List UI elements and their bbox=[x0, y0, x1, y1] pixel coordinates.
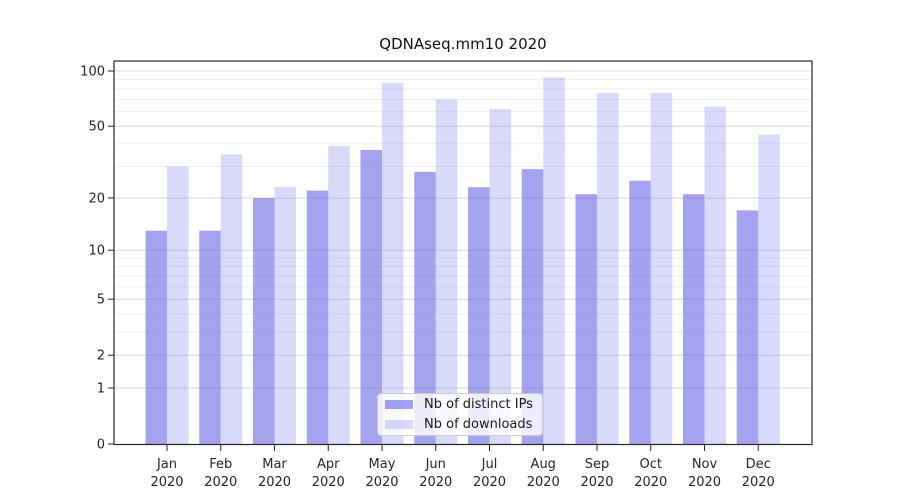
bar-ips-dec bbox=[736, 210, 759, 444]
x-tick-label-aug: Aug 2020 bbox=[527, 457, 560, 490]
bar-downloads-jul bbox=[489, 109, 511, 445]
legend: Nb of distinct IPs Nb of downloads bbox=[377, 393, 543, 436]
y-tick-label-2: 2 bbox=[97, 349, 105, 364]
y-tick-label-1: 1 bbox=[97, 381, 105, 396]
y-tick-label-0: 0 bbox=[97, 438, 105, 453]
chart-title: QDNAseq.mm10 2020 bbox=[379, 35, 547, 53]
x-tick-label-oct: Oct 2020 bbox=[634, 457, 667, 490]
legend-swatch-distinct-ips bbox=[385, 400, 413, 409]
bar-downloads-jan bbox=[167, 166, 189, 444]
bar-ips-jun bbox=[414, 171, 436, 444]
x-tick-label-mar: Mar 2020 bbox=[258, 457, 291, 490]
x-tick-label-jul: Jul 2020 bbox=[473, 457, 506, 490]
plot-frame bbox=[113, 60, 813, 446]
y-tick-label-10: 10 bbox=[88, 244, 105, 259]
y-tick-label-5: 5 bbox=[97, 293, 105, 308]
x-tick-label-jun: Jun 2020 bbox=[419, 457, 452, 490]
bar-downloads-dec bbox=[758, 134, 780, 444]
bar-ips-oct bbox=[629, 180, 651, 444]
legend-item-downloads: Nb of downloads bbox=[385, 415, 542, 435]
y-axis: 0 1 2 5 10 20 50 100 bbox=[80, 65, 114, 453]
legend-swatch-downloads bbox=[385, 420, 413, 429]
bar-ips-feb bbox=[199, 230, 221, 444]
x-tick-label-apr: Apr 2020 bbox=[312, 457, 345, 490]
legend-label-downloads: Nb of downloads bbox=[424, 417, 533, 432]
bar-downloads-nov bbox=[704, 106, 726, 444]
series-distinct-ips bbox=[145, 150, 759, 445]
x-tick-label-dec: Dec 2020 bbox=[742, 457, 775, 490]
bar-downloads-feb bbox=[220, 154, 243, 444]
series-downloads bbox=[167, 77, 780, 445]
x-tick-label-feb: Feb 2020 bbox=[204, 457, 237, 490]
bar-ips-jul bbox=[468, 187, 490, 445]
bar-downloads-mar bbox=[274, 187, 296, 445]
x-axis: Jan 2020 Feb 2020 Mar 2020 Apr 2020 May 2020 Jun 20… bbox=[150, 444, 775, 490]
bar-ips-apr bbox=[306, 190, 329, 444]
bar-ips-sep bbox=[575, 194, 597, 444]
y-tick-label-50: 50 bbox=[88, 120, 105, 135]
x-tick-label-sep: Sep 2020 bbox=[580, 457, 613, 490]
y-tick-label-100: 100 bbox=[80, 65, 105, 80]
x-tick-label-nov: Nov 2020 bbox=[688, 457, 721, 490]
bar-downloads-oct bbox=[650, 92, 673, 444]
bar-ips-jan bbox=[145, 230, 167, 444]
bar-downloads-sep bbox=[597, 92, 619, 444]
bar-ips-aug bbox=[521, 169, 544, 444]
x-tick-label-may: May 2020 bbox=[365, 457, 398, 490]
bar-ips-nov bbox=[683, 194, 705, 444]
bar-downloads-aug bbox=[543, 77, 565, 444]
bar-downloads-may bbox=[382, 83, 404, 444]
bar-downloads-jun bbox=[435, 99, 458, 444]
legend-item-distinct-ips: Nb of distinct IPs bbox=[385, 395, 542, 415]
x-tick-label-jan: Jan 2020 bbox=[150, 457, 183, 490]
bar-ips-may bbox=[360, 150, 382, 444]
bar-downloads-apr bbox=[328, 145, 350, 445]
legend-label-distinct-ips: Nb of distinct IPs bbox=[424, 397, 533, 412]
y-tick-label-20: 20 bbox=[88, 191, 105, 206]
bar-ips-mar bbox=[253, 197, 275, 444]
